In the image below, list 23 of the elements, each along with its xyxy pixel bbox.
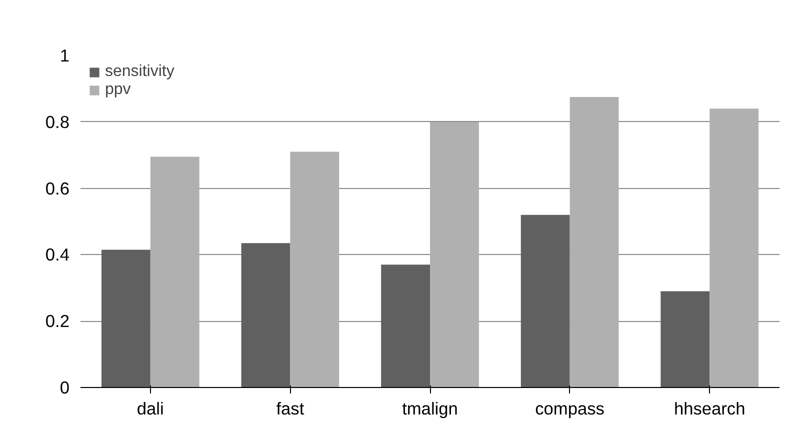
y-tick-label: 0 [60, 378, 70, 398]
bar [710, 108, 759, 388]
legend-label: ppv [105, 81, 131, 99]
bar [520, 214, 570, 388]
y-tick-label: 1 [60, 46, 70, 66]
x-tick-label: hhsearch [674, 398, 746, 418]
bar [290, 152, 340, 388]
x-tick-label: fast [276, 398, 304, 418]
bar [150, 156, 200, 388]
bar [381, 264, 430, 388]
x-tick-label: tmalign [402, 398, 458, 418]
bar [101, 250, 150, 388]
bar [570, 97, 619, 388]
legend-label: sensitivity [105, 63, 174, 81]
x-tick-label: compass [535, 398, 605, 418]
y-tick-label: 0.6 [45, 178, 70, 198]
y-tick-label: 0.8 [45, 112, 70, 132]
y-tick-label: 0.4 [45, 244, 70, 265]
bar [660, 291, 710, 388]
x-tick-label: dali [136, 398, 164, 418]
y-tick-label: 0.2 [45, 311, 70, 332]
bar [430, 122, 479, 388]
bar [241, 243, 290, 388]
